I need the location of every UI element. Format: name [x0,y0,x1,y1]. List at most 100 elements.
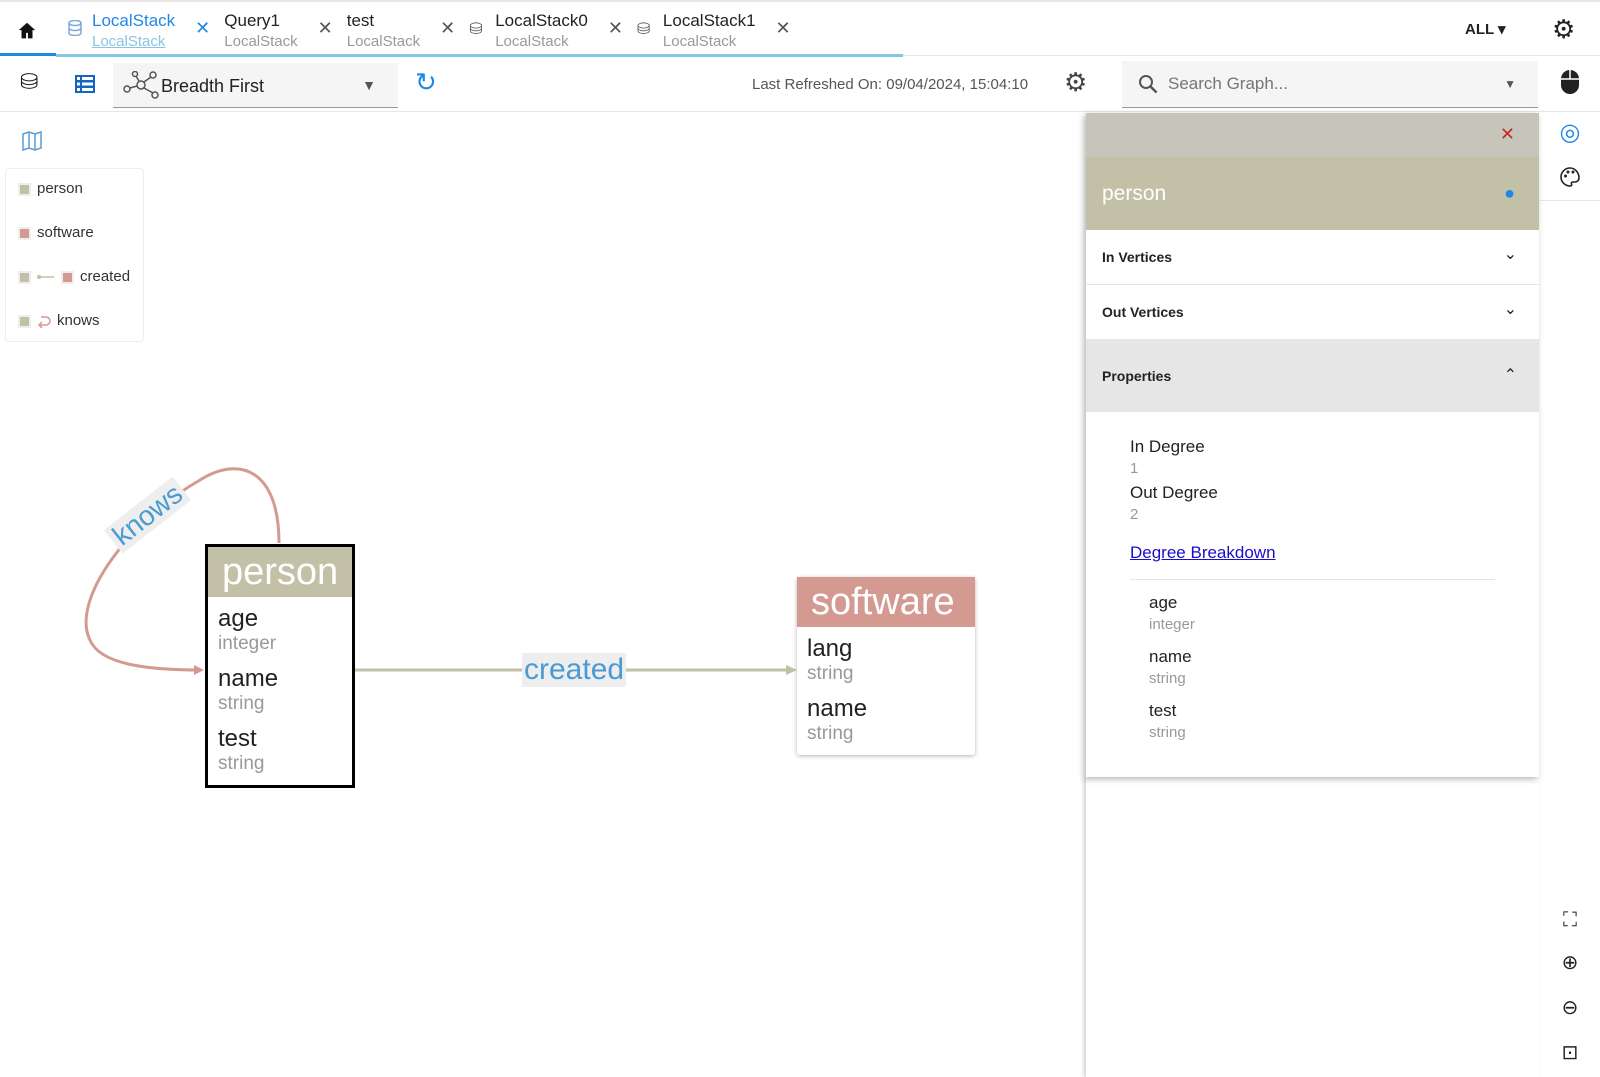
legend-item-knows[interactable]: knows [18,311,143,331]
details-panel: ✕ person ● In Vertices ⌄ Out Vertices ⌄ Pro… [1086,113,1539,777]
chevron-up-icon: ⌃ [1503,367,1517,384]
close-icon[interactable]: ✕ [775,18,791,38]
color-swatch [18,226,31,240]
settings-icon[interactable]: ⚙ [1064,67,1088,97]
tab-title: LocalStack1 [662,11,756,30]
layout-value: Breadth First [161,76,265,96]
tab-bar: LocalStack LocalStack ✕ Query1 LocalStac… [0,0,1600,57]
properties-accordion[interactable]: Properties ⌃ [1086,340,1539,412]
layout-select[interactable]: Breadth First ▼ [113,63,398,108]
panel-header: ✕ [1086,113,1539,157]
chevron-down-icon: ⌄ [1503,246,1517,263]
database-icon [68,20,82,36]
search-graph[interactable]: ▼ [1122,61,1538,108]
out-degree-label: Out Degree [1130,483,1218,502]
tab-query1[interactable]: Query1 LocalStack ✕ [224,10,332,54]
table-view-icon[interactable] [75,75,95,93]
property-list: age integer name string test string [1130,592,1495,742]
node-title: software [797,577,975,627]
accordion-label: Properties [1102,368,1172,384]
legend: person software created knows [5,168,144,342]
close-icon[interactable]: ✕ [317,18,333,38]
node-prop-type: string [218,753,265,774]
arrowhead [786,665,797,675]
tab-title: LocalStack [92,11,176,30]
tab-title: LocalStack0 [495,11,588,30]
tab-subtitle: LocalStack [224,33,298,50]
fullscreen-icon[interactable]: ⛶ [1563,909,1577,931]
divider [1540,200,1600,201]
tab-underline [56,54,238,57]
in-degree-label: In Degree [1130,437,1205,456]
edge-arrow-icon [37,275,54,279]
edge-label-created[interactable]: created [522,653,627,687]
refresh-icon[interactable]: ↻ [415,67,437,97]
legend-item-software[interactable]: software [18,223,143,243]
map-icon[interactable] [22,131,42,151]
close-icon[interactable]: ✕ [440,18,456,38]
tab-subtitle: LocalStack [92,33,166,50]
database-search-icon: ⛁ [469,21,483,38]
node-prop-type: string [807,663,854,684]
edge-label-knows[interactable]: knows [104,476,192,554]
zoom-in-icon[interactable]: ⊕ [1561,952,1579,974]
tab-localstack[interactable]: LocalStack LocalStack ✕ [66,10,210,54]
in-vertices-accordion[interactable]: In Vertices ⌄ [1086,230,1539,285]
node-prop-type: integer [218,633,277,654]
mouse-icon[interactable] [1560,69,1580,95]
properties-body: In Degree 1 Out Degree 2 Degree Breakdow… [1086,412,1539,742]
tab-title: test [346,11,375,30]
arrowhead [194,665,204,675]
panel-title-bar: person ● [1086,157,1539,230]
close-icon[interactable]: ✕ [1499,124,1515,144]
degree-breakdown-link[interactable]: Degree Breakdown [1130,543,1276,562]
tab-localstack1[interactable]: ⛁ LocalStack1 LocalStack ✕ [637,10,791,54]
out-vertices-accordion[interactable]: Out Vertices ⌄ [1086,285,1539,340]
locate-icon[interactable]: ◎ [1559,119,1581,146]
gear-icon[interactable]: ⚙ [1552,14,1576,44]
close-icon[interactable]: ✕ [195,18,211,38]
tab-subtitle: LocalStack [346,33,421,50]
database-search-icon: ⛁ [636,21,651,38]
legend-label: software [37,224,94,241]
tab-subtitle: LocalStack [662,33,737,50]
fit-screen-icon[interactable]: ⊡ [1561,1042,1579,1064]
node-title: person [208,547,352,597]
palette-icon[interactable] [1559,166,1581,188]
legend-item-person[interactable]: person [18,179,143,199]
chevron-down-icon: ⌄ [1503,301,1517,318]
dropdown-arrow-icon[interactable]: ▼ [1504,77,1516,91]
home-icon[interactable] [16,20,38,42]
prop-name: age [1149,593,1178,612]
filter-dropdown[interactable]: ALL ▾ [1465,21,1506,38]
tab-test[interactable]: test LocalStack ✕ [347,10,455,54]
legend-item-created[interactable]: created [18,267,143,287]
search-input[interactable] [1168,73,1488,95]
search-icon [1139,75,1158,94]
tab-subtitle: LocalStack [495,33,569,50]
close-icon[interactable]: ✕ [607,18,623,38]
color-swatch [18,182,31,196]
last-refreshed: Last Refreshed On: 09/04/2024, 15:04:10 [752,76,1029,93]
node-software[interactable]: software lang string name string [797,577,975,755]
out-degree-value: 2 [1130,506,1139,523]
home-indicator [0,53,56,56]
zoom-out-icon[interactable]: ⊖ [1561,997,1579,1019]
node-prop-type: string [807,723,854,744]
database-connect-icon[interactable]: ⛁ [20,69,39,94]
divider [1130,579,1495,580]
accordion-label: Out Vertices [1102,304,1184,320]
node-person[interactable]: person age integer name string test stri… [205,544,355,788]
tab-underline [238,54,903,57]
prop-name: name [1149,647,1192,666]
palette-icon[interactable]: ● [1504,183,1515,203]
tab-title: Query1 [224,11,281,30]
prop-type: integer [1149,616,1195,633]
toolbar: ⛁ Breadth First ▼ ↻ Last Refreshed On: 0… [0,57,1600,112]
panel-title: person [1102,182,1167,205]
tab-localstack0[interactable]: ⛁ LocalStack0 LocalStack ✕ [469,10,623,54]
node-prop-name: test [218,725,257,752]
tab-list: LocalStack LocalStack ✕ Query1 LocalStac… [66,10,791,54]
prop-name: test [1149,701,1177,720]
graph-layout-icon [123,71,159,99]
